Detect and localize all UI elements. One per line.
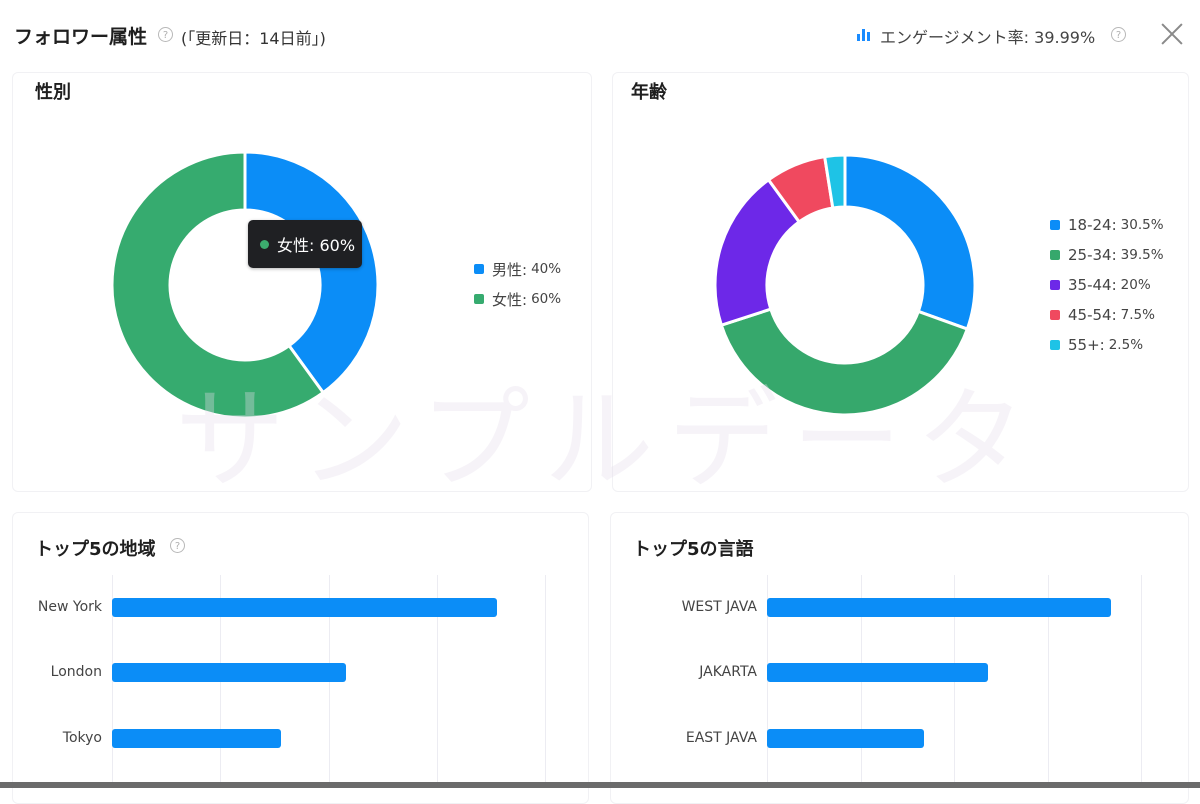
close-icon[interactable] bbox=[1160, 22, 1184, 46]
regions-help-icon[interactable]: ? bbox=[170, 538, 185, 553]
languages-bar[interactable] bbox=[767, 663, 988, 682]
regions-category-label: London bbox=[50, 664, 102, 680]
regions-gridline bbox=[436, 575, 438, 782]
gender-title: 性別 bbox=[35, 82, 71, 103]
page-title: フォロワー属性 bbox=[14, 26, 148, 48]
gender-legend: 男性: 40% 女性: 60% bbox=[474, 254, 561, 314]
legend-swatch bbox=[1050, 220, 1060, 230]
engagement-help-icon[interactable]: ? bbox=[1111, 27, 1126, 42]
regions-bar[interactable] bbox=[112, 598, 498, 617]
age-legend-item[interactable]: 18-24: 30.5% bbox=[1050, 210, 1164, 240]
legend-swatch bbox=[474, 294, 484, 304]
legend-value: 2.5% bbox=[1108, 337, 1144, 353]
legend-value: 20% bbox=[1120, 277, 1151, 293]
help-icon[interactable]: ? bbox=[158, 27, 173, 42]
legend-value: 30.5% bbox=[1120, 217, 1164, 233]
gender-slice-女性[interactable] bbox=[110, 150, 326, 420]
legend-label: 25-34: bbox=[1068, 246, 1117, 264]
languages-gridline bbox=[1047, 575, 1049, 782]
regions-category-label: Tokyo bbox=[62, 730, 102, 746]
age-title: 年齢 bbox=[631, 82, 667, 103]
regions-bar[interactable] bbox=[112, 663, 346, 682]
bar-chart-icon bbox=[857, 28, 873, 41]
regions-category-label: New York bbox=[37, 599, 102, 615]
gender-donut-chart bbox=[110, 150, 380, 420]
engagement-rate: エンゲージメント率: 39.99% bbox=[880, 28, 1096, 47]
age-legend: 18-24: 30.5% 25-34: 39.5% 35-44: 20% 45-54: 7.5… bbox=[1050, 210, 1164, 360]
legend-swatch bbox=[474, 264, 484, 274]
legend-value: 60% bbox=[531, 291, 562, 307]
languages-gridline bbox=[1141, 575, 1142, 782]
languages-bar[interactable] bbox=[767, 598, 1112, 617]
regions-bar[interactable] bbox=[112, 729, 281, 748]
regions-title: トップ5の地域 bbox=[35, 539, 156, 560]
legend-swatch bbox=[1050, 310, 1060, 320]
age-donut-chart bbox=[713, 153, 977, 417]
regions-panel: トップ5の地域 bbox=[12, 512, 589, 804]
legend-label: 35-44: bbox=[1068, 276, 1117, 294]
regions-gridline bbox=[545, 575, 546, 782]
legend-value: 39.5% bbox=[1120, 247, 1164, 263]
languages-category-label: EAST JAVA bbox=[685, 730, 757, 746]
bottom-bar bbox=[0, 782, 1200, 788]
gender-legend-item[interactable]: 男性: 40% bbox=[474, 254, 561, 284]
legend-swatch bbox=[1050, 340, 1060, 350]
age-slice-55+[interactable] bbox=[822, 153, 847, 210]
chart-tooltip: 女性: 60% bbox=[248, 220, 362, 268]
tooltip-dot-icon bbox=[260, 239, 269, 249]
languages-category-label: JAKARTA bbox=[699, 664, 757, 680]
languages-bar[interactable] bbox=[767, 729, 925, 748]
legend-value: 7.5% bbox=[1120, 307, 1155, 323]
age-legend-item[interactable]: 55+: 2.5% bbox=[1050, 330, 1164, 360]
updated-info: (｢更新日：14日前｣) bbox=[181, 29, 326, 48]
legend-value: 40% bbox=[531, 261, 562, 277]
languages-panel: トップ5の言語 bbox=[610, 512, 1189, 804]
age-legend-item[interactable]: 45-54: 7.5% bbox=[1050, 300, 1164, 330]
gender-panel: 性別 bbox=[12, 72, 592, 492]
age-panel: 年齢 bbox=[612, 72, 1189, 492]
age-slice-18-24[interactable] bbox=[843, 153, 977, 331]
age-legend-item[interactable]: 25-34: 39.5% bbox=[1050, 240, 1164, 270]
gender-legend-item[interactable]: 女性: 60% bbox=[474, 284, 561, 314]
languages-title: トップ5の言語 bbox=[633, 539, 754, 560]
legend-swatch bbox=[1050, 250, 1060, 260]
legend-swatch bbox=[1050, 280, 1060, 290]
legend-label: 女性: bbox=[492, 290, 528, 309]
tooltip-text: 女性: 60% bbox=[277, 236, 356, 255]
legend-label: 45-54: bbox=[1068, 306, 1117, 324]
modal-header: フォロワー属性 ? (｢更新日：14日前｣) エンゲージメント率: 39.99%… bbox=[0, 0, 1200, 72]
legend-label: 18-24: bbox=[1068, 216, 1117, 234]
age-slice-25-34[interactable] bbox=[719, 307, 970, 417]
legend-label: 55+: bbox=[1068, 336, 1105, 354]
languages-category-label: WEST JAVA bbox=[681, 599, 757, 615]
age-legend-item[interactable]: 35-44: 20% bbox=[1050, 270, 1164, 300]
legend-label: 男性: bbox=[492, 260, 528, 279]
